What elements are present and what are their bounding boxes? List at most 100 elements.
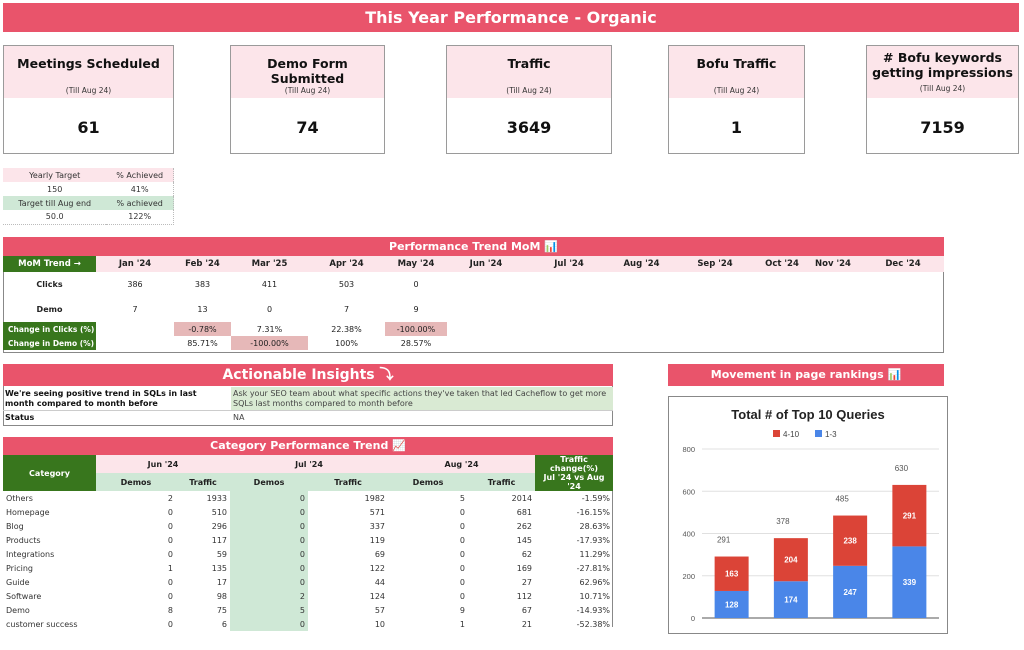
table-cell: 41% bbox=[130, 184, 149, 194]
table-row: Yearly Target % Achieved bbox=[3, 168, 174, 182]
rankings-banner: Movement in page rankings 📊 bbox=[668, 364, 944, 386]
table-cell: 0 bbox=[167, 591, 173, 601]
table-cell: 17 bbox=[216, 577, 228, 587]
kpi-subtitle: (Till Aug 24) bbox=[506, 86, 552, 95]
kpi-header: Traffic (Till Aug 24) bbox=[447, 46, 611, 98]
table-cell: 0 bbox=[459, 521, 466, 531]
table-cell: 57 bbox=[374, 605, 386, 615]
table-cell bbox=[96, 322, 174, 336]
table-cell: 6 bbox=[221, 619, 228, 629]
insight-text: We're seeing positive trend in SQLs in l… bbox=[5, 389, 197, 408]
bar-value-label: 128 bbox=[725, 600, 739, 609]
table-row: Target till Aug end % achieved bbox=[3, 196, 174, 210]
table-cell bbox=[447, 322, 525, 336]
table-cell: 124 bbox=[369, 591, 386, 601]
status-label: Status bbox=[5, 413, 35, 422]
month-header: Jun '24 bbox=[447, 256, 525, 272]
bar-value-label: 247 bbox=[843, 588, 857, 597]
table-cell bbox=[525, 297, 613, 322]
category-name: Products bbox=[6, 535, 41, 545]
table-cell: 145 bbox=[516, 535, 533, 545]
table-cell: 10.71% bbox=[579, 591, 611, 601]
y-tick-label: 800 bbox=[682, 445, 695, 454]
table-cell: % achieved bbox=[106, 196, 174, 210]
table-cell: 28.57% bbox=[400, 338, 432, 348]
table-cell: 5 bbox=[230, 603, 309, 617]
table-cell: 0 bbox=[167, 535, 173, 545]
table-cell: Yearly Target bbox=[3, 168, 107, 182]
divider bbox=[3, 410, 613, 411]
kpi-card-bofu-keywords: # Bofu keywords getting impressions (Til… bbox=[866, 45, 1019, 154]
table-cell: -27.81% bbox=[576, 563, 611, 573]
table-cell: 0 bbox=[230, 561, 309, 575]
table-cell: 1982 bbox=[364, 493, 386, 503]
table-cell: 503 bbox=[338, 280, 355, 289]
bar-total-label: 291 bbox=[717, 536, 731, 545]
table-cell: 10 bbox=[374, 619, 386, 629]
chart-title: Total # of Top 10 Queries bbox=[731, 407, 884, 422]
y-tick-label: 600 bbox=[682, 487, 695, 496]
table-cell: 2 bbox=[230, 589, 309, 603]
table-cell: 50.0 bbox=[45, 212, 64, 222]
table-cell bbox=[613, 297, 670, 322]
targets-table: Yearly Target % Achieved 150 41% Target … bbox=[3, 168, 174, 225]
month-header: Dec '24 bbox=[862, 256, 944, 272]
kpi-value: 61 bbox=[77, 118, 100, 137]
table-cell: 0 bbox=[413, 280, 419, 289]
table-cell bbox=[862, 336, 944, 350]
table-cell: 2014 bbox=[511, 493, 533, 503]
table-cell bbox=[804, 336, 862, 350]
table-cell: 7 bbox=[132, 305, 138, 314]
legend-label: 1-3 bbox=[825, 430, 837, 439]
traffic-header: Traffic bbox=[468, 473, 536, 491]
table-cell bbox=[804, 297, 862, 322]
table-row: Guide 0 17 0 44 0 27 62.96% bbox=[3, 575, 613, 589]
mom-banner: Performance Trend MoM 📊 bbox=[3, 237, 944, 256]
table-cell: 135 bbox=[211, 563, 228, 573]
bar-total-label: 630 bbox=[895, 464, 909, 473]
table-cell: -1.59% bbox=[581, 493, 611, 503]
table-cell bbox=[613, 336, 670, 350]
table-cell: 0 bbox=[459, 591, 466, 601]
mom-demo-row: Demo 7 13 0 7 9 bbox=[3, 297, 944, 322]
table-row: 150 41% bbox=[3, 182, 174, 196]
kpi-value: 1 bbox=[730, 118, 743, 137]
demos-header: Demos bbox=[96, 473, 176, 491]
legend-swatch bbox=[815, 430, 822, 437]
category-name: Guide bbox=[6, 577, 30, 587]
rankings-chart: Total # of Top 10 Queries 4-10 1-3 0 200 400 6… bbox=[682, 407, 939, 623]
table-cell: 386 bbox=[127, 280, 143, 289]
table-cell bbox=[760, 322, 804, 336]
table-cell bbox=[862, 297, 944, 322]
table-cell: 150 bbox=[47, 184, 63, 194]
category-subheader-row: Demos Traffic Demos Traffic Demos Traffi… bbox=[3, 473, 614, 491]
table-cell: 0 bbox=[230, 491, 309, 505]
row-label: Change in Demo (%) bbox=[3, 336, 96, 350]
kpi-title: # Bofu keywords getting impressions bbox=[872, 50, 1013, 80]
traffic-header: Traffic bbox=[176, 473, 231, 491]
table-cell: 0 bbox=[167, 549, 173, 559]
table-cell: 0 bbox=[459, 549, 466, 559]
bar-value-label: 174 bbox=[784, 596, 798, 605]
legend-swatch bbox=[773, 430, 780, 437]
traffic-change-header: Traffic change(%) bbox=[535, 455, 614, 473]
table-cell bbox=[760, 336, 804, 350]
category-name: Pricing bbox=[6, 563, 33, 573]
bar-segment bbox=[773, 581, 808, 618]
table-cell: 0 bbox=[266, 305, 273, 314]
category-name: Others bbox=[6, 493, 33, 503]
table-cell: 0 bbox=[459, 507, 466, 517]
row-label: Demo bbox=[36, 305, 63, 314]
table-cell: 0 bbox=[167, 521, 173, 531]
table-row: Blog 0 296 0 337 0 262 28.63% bbox=[3, 519, 613, 533]
table-row: Homepage 0 510 0 571 0 681 -16.15% bbox=[3, 505, 613, 519]
table-row: Products 0 117 0 119 0 145 -17.93% bbox=[3, 533, 613, 547]
table-cell: -100.00% bbox=[231, 336, 308, 350]
table-row: Integrations 0 59 0 69 0 62 11.29% bbox=[3, 547, 613, 561]
insights-banner: Actionable Insights ⤵ bbox=[3, 364, 613, 386]
table-cell: 510 bbox=[211, 507, 228, 517]
mom-change-demo-row: Change in Demo (%) 85.71% -100.00% 100% 28.… bbox=[3, 336, 944, 350]
table-cell bbox=[613, 272, 670, 297]
table-row: Others 2 1933 0 1982 5 2014 -1.59% bbox=[3, 491, 613, 505]
bar-total-label: 378 bbox=[776, 517, 790, 526]
